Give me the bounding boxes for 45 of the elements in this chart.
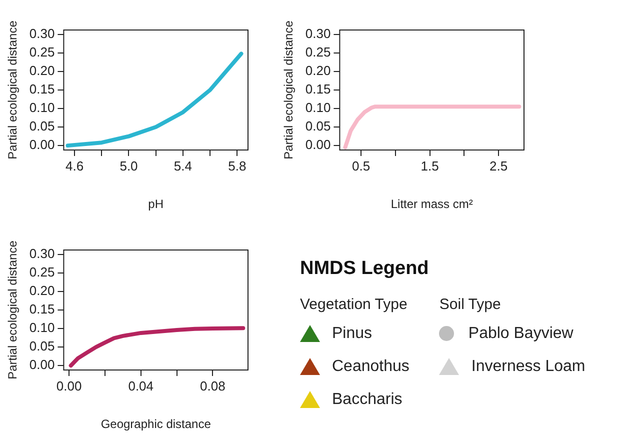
y-tick-label: 0.15: [29, 302, 55, 317]
text: Vegetation Type: [300, 296, 408, 312]
text: Ceanothus: [332, 358, 410, 376]
y-tick-label: 0.25: [305, 44, 331, 60]
y-tick-label: 0.00: [29, 137, 55, 152]
y-axis-title: Partial ecological distance: [6, 240, 20, 380]
x-tick-label: 5.8: [228, 158, 246, 174]
x-axis-title: Geographic distance: [100, 417, 212, 432]
y-axis-title: Partial ecological distance: [6, 20, 20, 160]
y-tick-label: 0.20: [29, 63, 55, 78]
text: Inverness Loam: [471, 358, 586, 376]
x-tick-label: 4.6: [66, 158, 84, 174]
x-tick-label: 0.08: [200, 378, 226, 394]
y-tick-label: 0.15: [305, 82, 331, 97]
y-tick-label: 0.30: [29, 26, 55, 42]
y-tick-label: 0.10: [29, 100, 55, 116]
y-axis-title: Partial ecological distance: [282, 20, 296, 160]
y-tick-label: 0.30: [29, 246, 55, 262]
text: Pinus: [332, 324, 372, 342]
y-tick-label: 0.25: [29, 264, 55, 280]
x-tick-label: 5.0: [120, 158, 138, 174]
x-tick-label: 0.5: [352, 158, 370, 174]
text: Soil Type: [439, 296, 501, 312]
y-tick-label: 0.10: [29, 320, 55, 336]
y-tick-label: 0.20: [29, 283, 55, 298]
y-tick-label: 0.05: [29, 338, 55, 354]
x-tick-label: 5.4: [174, 158, 192, 174]
x-tick-label: 0.00: [56, 378, 82, 394]
x-axis-title: Litter mass cm²: [390, 197, 473, 212]
text: Baccharis: [332, 390, 402, 408]
y-tick-label: 0.05: [305, 118, 331, 134]
y-tick-label: 0.10: [305, 100, 331, 116]
x-tick-label: 1.5: [420, 158, 439, 174]
y-tick-label: 0.15: [29, 82, 55, 97]
y-tick-label: 0.25: [29, 44, 55, 60]
x-axis-title: pH: [148, 197, 164, 212]
y-tick-label: 0.00: [305, 137, 331, 152]
x-tick-label: 2.5: [490, 158, 508, 174]
y-tick-label: 0.30: [305, 26, 331, 42]
y-tick-label: 0.20: [305, 63, 331, 78]
x-tick-label: 0.04: [128, 378, 154, 394]
text: NMDS Legend: [300, 258, 430, 280]
y-tick-label: 0.05: [29, 118, 55, 134]
text: Pablo Bayview: [468, 324, 574, 342]
y-tick-label: 0.00: [29, 357, 55, 372]
